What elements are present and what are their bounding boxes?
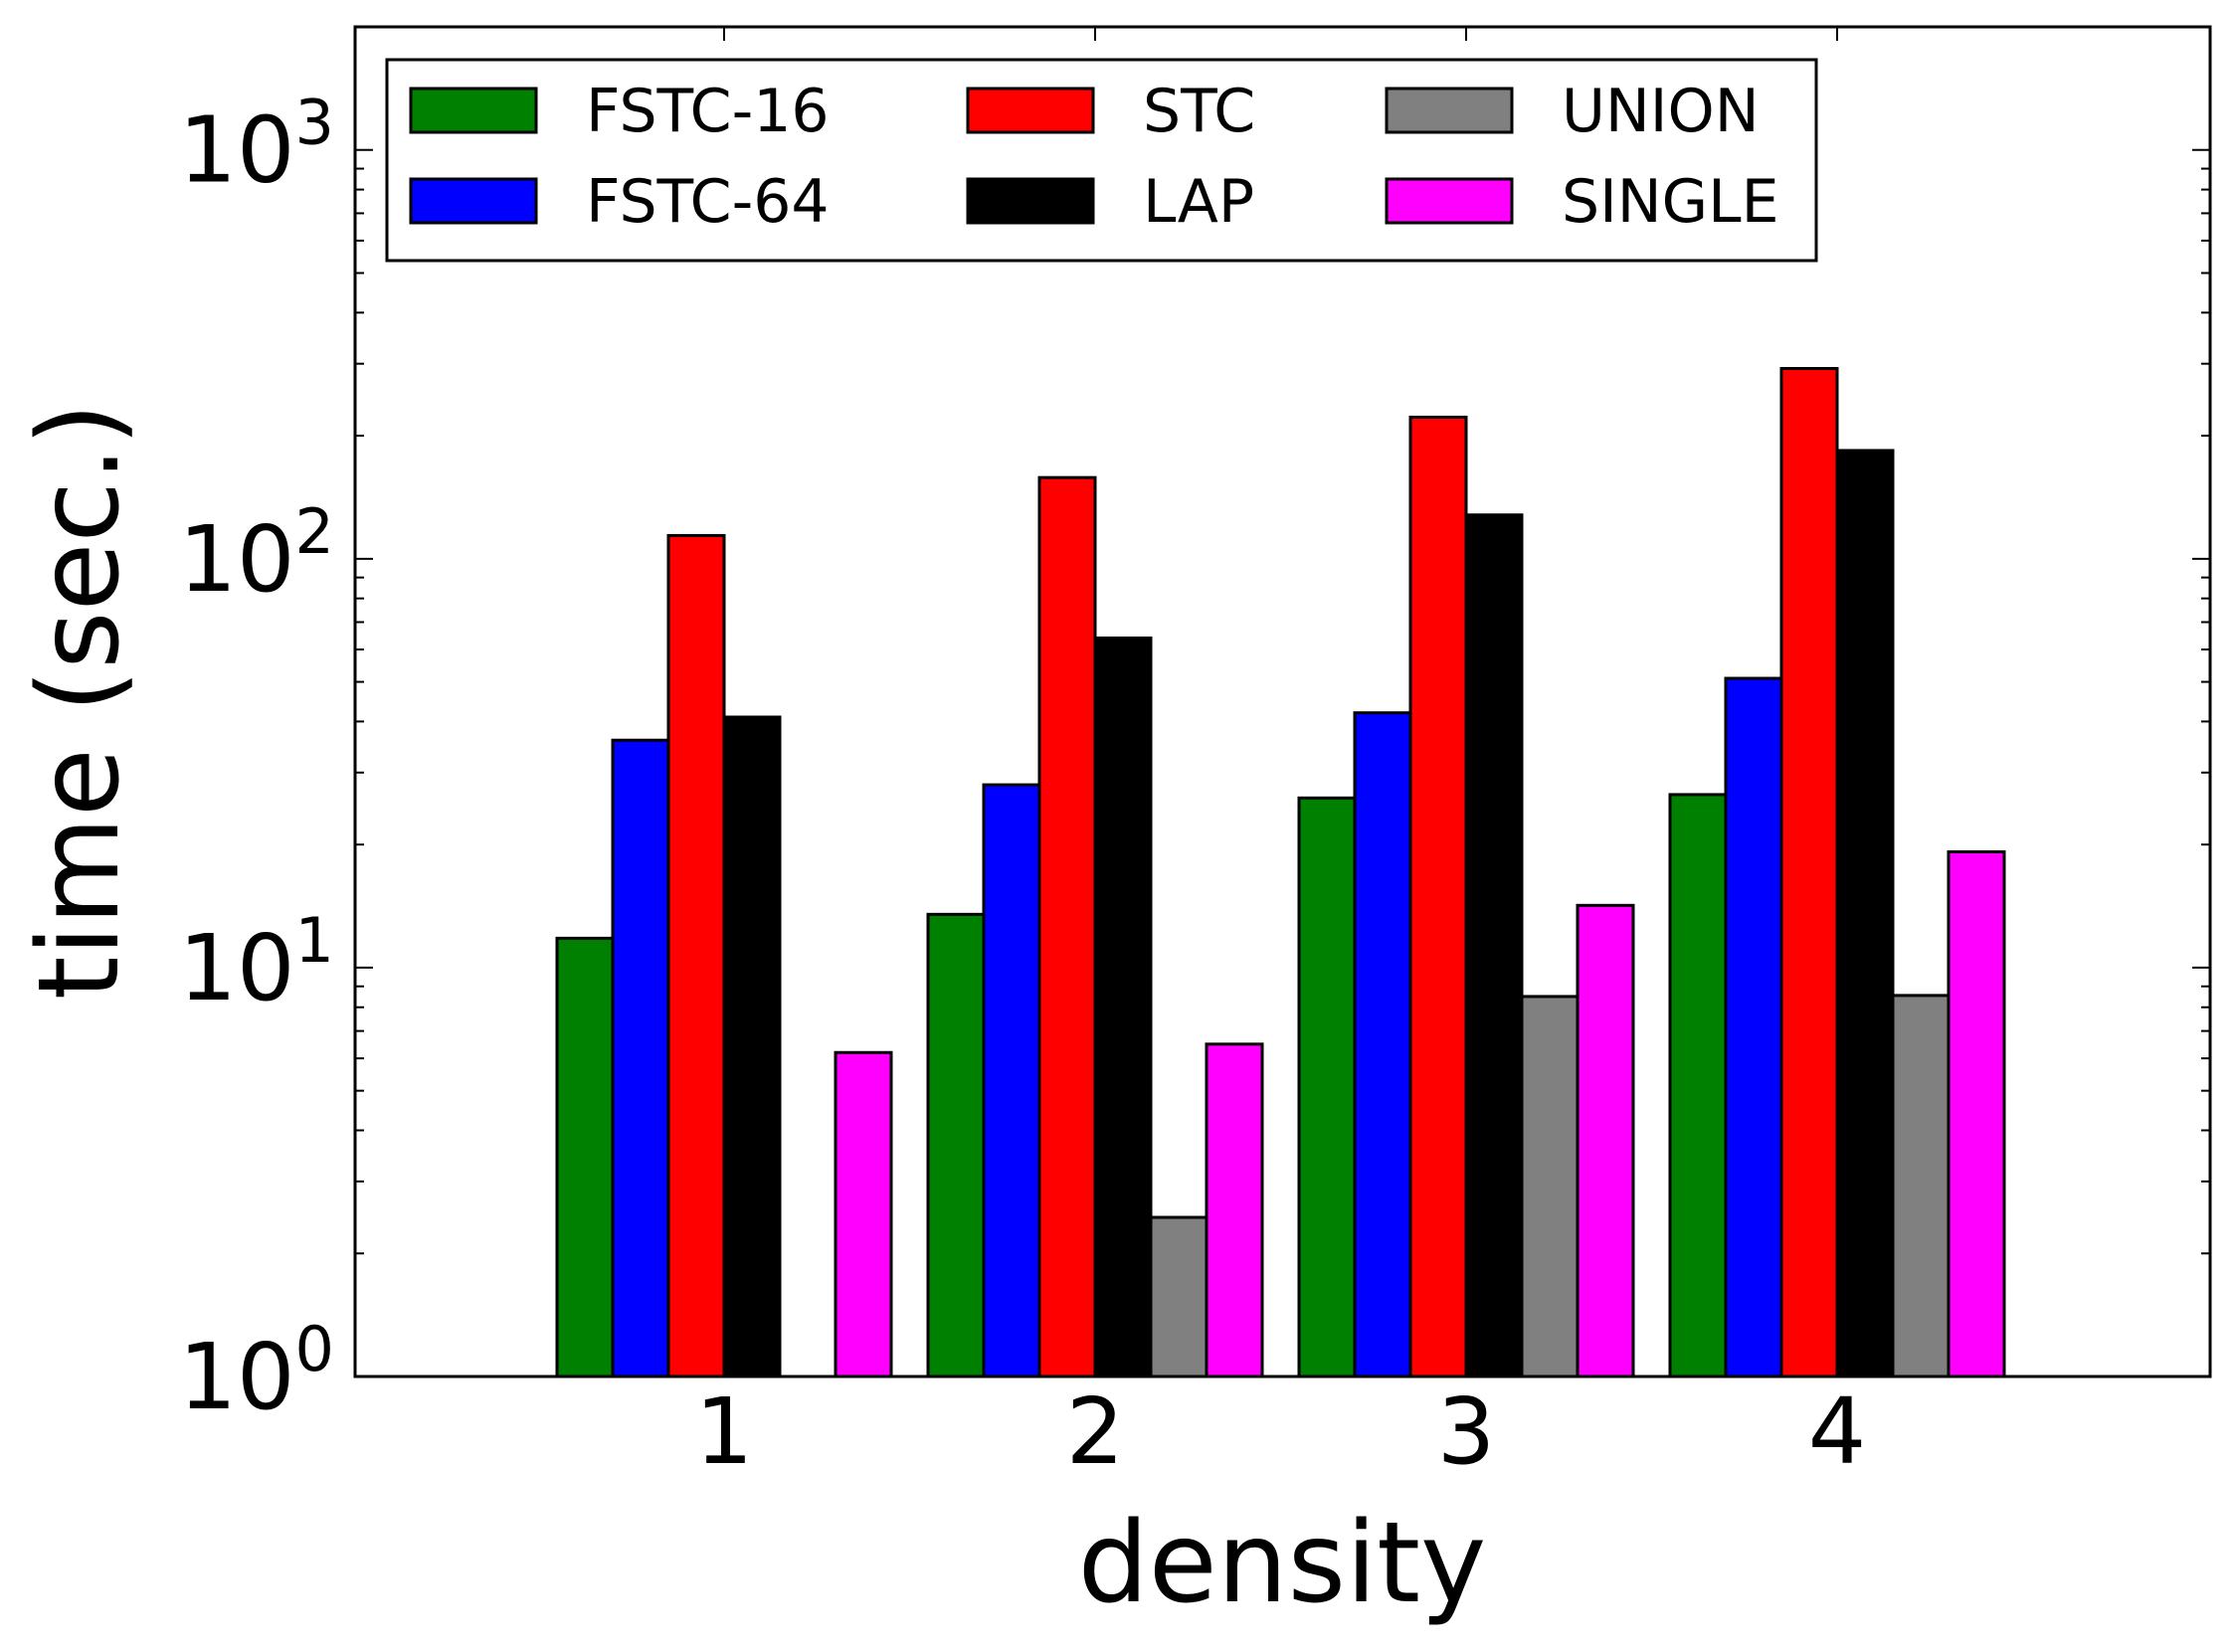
legend-swatch-stc bbox=[966, 87, 1095, 134]
y-tick-label: 101 bbox=[178, 904, 334, 1021]
y-tick-label: 103 bbox=[178, 87, 334, 204]
bar-stc-3 bbox=[1408, 415, 1468, 1378]
y-tick-label: 100 bbox=[178, 1313, 334, 1430]
legend-swatch-fstc-64 bbox=[409, 177, 538, 225]
legend-swatch-fstc-16 bbox=[409, 87, 538, 134]
bar-fstc-64-2 bbox=[982, 783, 1041, 1378]
x-axis: 1 2 3 4 bbox=[695, 27, 1867, 1485]
plot-frame bbox=[353, 25, 2212, 1378]
bar-union-3 bbox=[1520, 995, 1580, 1378]
legend-box bbox=[385, 58, 1818, 263]
bar-lap-2 bbox=[1093, 637, 1153, 1378]
bar-fstc-16-2 bbox=[926, 912, 986, 1378]
legend-swatch-lap bbox=[966, 177, 1095, 225]
bar-lap-4 bbox=[1835, 449, 1895, 1378]
x-tick-label: 4 bbox=[1808, 1378, 1867, 1485]
legend-label-stc: STC bbox=[1143, 77, 1255, 146]
legend-label-lap: LAP bbox=[1143, 167, 1254, 237]
x-tick-label: 3 bbox=[1437, 1378, 1496, 1485]
bar-fstc-16-1 bbox=[555, 936, 615, 1378]
x-tick-label: 2 bbox=[1066, 1378, 1125, 1485]
x-tick-label: 1 bbox=[695, 1378, 754, 1485]
bar-single-1 bbox=[834, 1050, 893, 1378]
legend-label-fstc-16: FSTC-16 bbox=[586, 77, 830, 146]
bar-union-2 bbox=[1149, 1215, 1209, 1378]
y-axis: 100 101 102 103 bbox=[178, 26, 2210, 1430]
bar-fstc-16-3 bbox=[1297, 796, 1357, 1378]
x-axis-title: density bbox=[1078, 1499, 1487, 1628]
bar-stc-1 bbox=[666, 533, 726, 1378]
bar-stc-2 bbox=[1037, 475, 1097, 1378]
y-axis-title: time (sec.) bbox=[15, 403, 144, 1000]
bar-lap-1 bbox=[722, 715, 782, 1378]
bar-fstc-64-3 bbox=[1353, 711, 1412, 1378]
legend: FSTC-16 FSTC-64 STC LAP UNION SINGLE bbox=[385, 58, 1818, 263]
bars-layer bbox=[555, 367, 2006, 1378]
bar-fstc-64-1 bbox=[611, 738, 670, 1378]
bar-union-4 bbox=[1891, 994, 1951, 1378]
legend-label-union: UNION bbox=[1562, 77, 1760, 146]
bar-fstc-64-4 bbox=[1724, 676, 1783, 1378]
legend-label-single: SINGLE bbox=[1562, 167, 1779, 237]
bar-stc-4 bbox=[1779, 367, 1839, 1378]
bar-single-3 bbox=[1576, 903, 1635, 1378]
legend-swatch-single bbox=[1385, 177, 1514, 225]
bar-single-4 bbox=[1947, 849, 2006, 1378]
bar-lap-3 bbox=[1464, 513, 1524, 1378]
bar-single-2 bbox=[1205, 1042, 1264, 1378]
legend-swatch-union bbox=[1385, 87, 1514, 134]
legend-label-fstc-64: FSTC-64 bbox=[586, 167, 830, 237]
bar-fstc-16-4 bbox=[1668, 793, 1728, 1378]
y-tick-label: 102 bbox=[178, 495, 334, 613]
